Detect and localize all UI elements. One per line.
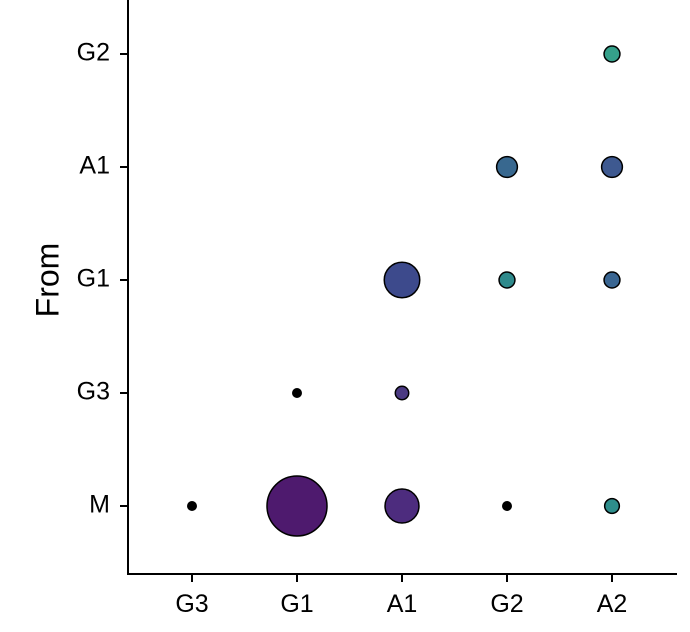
y-tick-label: M: [89, 491, 110, 519]
bubble-point: [383, 261, 421, 299]
x-tick-label: G2: [490, 590, 523, 618]
x-ticks: G3 G1 A1 G2 A2: [175, 574, 627, 618]
bubble-point: [600, 155, 624, 179]
y-tick-label: A1: [79, 152, 110, 180]
bubble-point: [187, 501, 197, 511]
bubble-point: [292, 388, 302, 398]
bubble-point: [603, 271, 621, 289]
y-tick-label: G3: [77, 378, 110, 406]
bubble-point: [603, 45, 621, 63]
y-tick-label: G1: [77, 265, 110, 293]
bubble-point: [266, 475, 328, 537]
bubble-point: [384, 488, 420, 524]
bubble-point: [394, 385, 410, 401]
x-tick-label: A1: [387, 590, 418, 618]
bubble-point: [498, 271, 516, 289]
y-ticks: M G3 G1 A1 G2: [77, 39, 128, 519]
x-tick-label: A2: [597, 590, 628, 618]
bubble-point: [502, 501, 512, 511]
x-tick-label: G1: [280, 590, 313, 618]
data-points: [187, 45, 624, 537]
bubble-point: [603, 497, 621, 515]
bubble-point: [495, 155, 519, 179]
y-axis-title: From: [29, 243, 65, 318]
y-tick-label: G2: [77, 39, 110, 67]
x-tick-label: G3: [175, 590, 208, 618]
